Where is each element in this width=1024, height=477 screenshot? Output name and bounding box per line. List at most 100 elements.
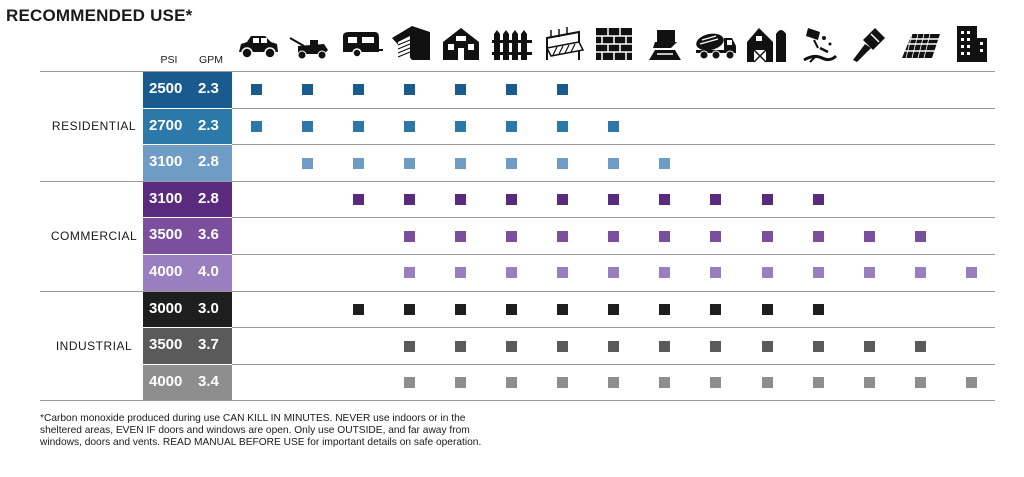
use-marker bbox=[454, 267, 466, 279]
use-marker bbox=[506, 84, 517, 96]
gpm-value: 3.4 bbox=[198, 372, 219, 390]
use-marker bbox=[506, 377, 517, 389]
use-marker bbox=[863, 377, 875, 389]
row-divider bbox=[232, 107, 995, 109]
use-marker bbox=[352, 120, 364, 132]
spec-cell: 2700 2.3 bbox=[143, 108, 232, 145]
use-marker bbox=[812, 303, 824, 315]
use-marker bbox=[454, 230, 466, 242]
psi-value: 3000 bbox=[149, 299, 183, 317]
use-marker bbox=[403, 157, 415, 169]
use-marker bbox=[557, 303, 569, 315]
use-marker bbox=[863, 230, 875, 242]
use-marker bbox=[301, 84, 313, 96]
use-marker bbox=[506, 120, 517, 132]
use-marker bbox=[812, 230, 824, 242]
office-building-icon bbox=[947, 20, 995, 68]
psi-value: 3500 bbox=[149, 226, 183, 244]
psi-value: 2500 bbox=[149, 80, 183, 97]
use-marker bbox=[403, 194, 415, 206]
use-marker bbox=[659, 157, 671, 169]
spec-cell: 3500 3.6 bbox=[143, 218, 232, 254]
use-marker bbox=[403, 303, 415, 315]
use-marker bbox=[659, 194, 671, 206]
use-marker bbox=[812, 340, 824, 352]
use-marker bbox=[403, 340, 415, 352]
spec-cell: 3100 2.8 bbox=[143, 181, 232, 218]
use-marker bbox=[659, 267, 671, 279]
use-marker bbox=[506, 230, 517, 242]
use-marker bbox=[914, 377, 926, 389]
driveway-icon bbox=[641, 20, 689, 68]
use-marker bbox=[710, 230, 722, 242]
use-marker bbox=[506, 194, 517, 206]
use-marker bbox=[608, 120, 620, 132]
use-marker bbox=[761, 267, 773, 279]
gpm-value: 2.3 bbox=[198, 80, 219, 97]
use-marker bbox=[557, 157, 569, 169]
use-marker bbox=[301, 120, 313, 132]
use-marker bbox=[454, 194, 466, 206]
use-marker bbox=[761, 377, 773, 389]
row-divider bbox=[40, 400, 995, 402]
roof-shingles-icon bbox=[896, 20, 944, 68]
spec-cell: 3000 3.0 bbox=[143, 291, 232, 328]
psi-value: 2700 bbox=[149, 116, 183, 134]
car-icon bbox=[233, 20, 281, 68]
use-marker bbox=[557, 340, 569, 352]
use-marker bbox=[761, 230, 773, 242]
row-divider bbox=[232, 363, 995, 365]
use-marker bbox=[454, 157, 466, 169]
row-divider bbox=[40, 180, 995, 182]
use-marker bbox=[506, 340, 517, 352]
row-divider bbox=[232, 217, 995, 219]
use-icons-row bbox=[233, 20, 1003, 68]
use-marker bbox=[812, 377, 824, 389]
use-marker bbox=[403, 377, 415, 389]
use-marker bbox=[659, 377, 671, 389]
use-marker bbox=[608, 157, 620, 169]
paint-stripping-icon bbox=[794, 20, 842, 68]
use-marker bbox=[557, 84, 569, 96]
use-marker bbox=[761, 194, 773, 206]
use-marker bbox=[914, 340, 926, 352]
use-marker bbox=[557, 377, 569, 389]
gpm-value: 2.8 bbox=[198, 189, 219, 207]
use-marker bbox=[506, 267, 517, 279]
use-marker bbox=[506, 303, 517, 315]
use-marker bbox=[403, 230, 415, 242]
spec-cell: 3100 2.8 bbox=[143, 145, 232, 181]
use-marker bbox=[608, 267, 620, 279]
use-marker bbox=[863, 267, 875, 279]
row-divider bbox=[232, 254, 995, 255]
use-marker bbox=[352, 84, 364, 96]
psi-value: 4000 bbox=[149, 263, 183, 280]
use-marker bbox=[710, 377, 722, 389]
use-marker bbox=[608, 340, 620, 352]
use-marker bbox=[608, 303, 620, 315]
category-label-residential: RESIDENTIAL bbox=[51, 118, 137, 133]
use-marker bbox=[914, 267, 926, 279]
page-title: RECOMMENDED USE* bbox=[6, 6, 193, 25]
use-marker bbox=[608, 377, 620, 389]
use-marker bbox=[557, 194, 569, 206]
cement-mixer-truck-icon bbox=[692, 20, 740, 68]
house-icon bbox=[437, 20, 485, 68]
use-marker bbox=[506, 157, 517, 169]
fence-icon bbox=[488, 20, 536, 68]
psi-value: 3100 bbox=[149, 189, 183, 207]
use-marker bbox=[403, 267, 415, 279]
spec-cell: 3500 3.7 bbox=[143, 328, 232, 364]
camper-trailer-icon bbox=[335, 20, 383, 68]
gpm-value: 2.8 bbox=[198, 153, 219, 171]
use-marker bbox=[761, 340, 773, 352]
use-marker bbox=[659, 303, 671, 315]
spec-cell: 4000 4.0 bbox=[143, 255, 232, 291]
use-marker bbox=[710, 194, 722, 206]
category-label-industrial: INDUSTRIAL bbox=[55, 338, 133, 353]
use-marker bbox=[608, 230, 620, 242]
deck-icon bbox=[539, 20, 587, 68]
use-marker bbox=[812, 194, 824, 206]
psi-column-header: PSI bbox=[160, 54, 178, 66]
safety-footnote: *Carbon monoxide produced during use CAN… bbox=[40, 413, 482, 449]
